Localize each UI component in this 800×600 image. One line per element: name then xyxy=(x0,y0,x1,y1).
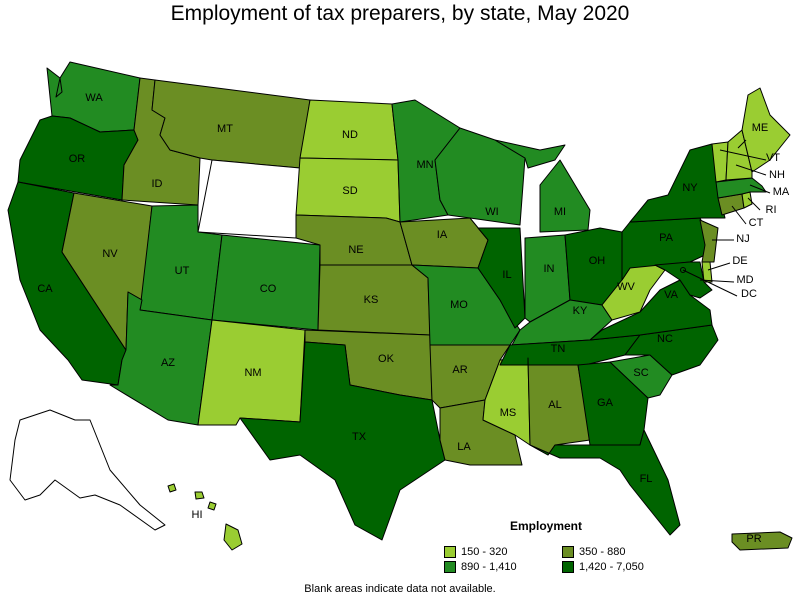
label-pa: PA xyxy=(659,232,674,244)
label-al: AL xyxy=(548,399,561,411)
label-mo: MO xyxy=(450,299,468,311)
label-hi: HI xyxy=(192,509,203,521)
legend-swatch-1 xyxy=(444,546,456,558)
state-nh xyxy=(725,129,753,181)
map-title: Employment of tax preparers, by state, M… xyxy=(170,2,630,25)
label-ut: UT xyxy=(175,265,190,277)
legend-label-3: 890 - 1,410 xyxy=(461,561,517,573)
label-il: IL xyxy=(502,269,511,281)
label-dc: DC xyxy=(741,288,757,300)
state-ak xyxy=(9,409,166,531)
legend-item-4: 1,420 - 7,050 xyxy=(562,561,644,573)
label-ma: MA xyxy=(773,186,790,198)
state-pr xyxy=(731,531,793,551)
label-sc: SC xyxy=(633,367,648,379)
state-me xyxy=(741,87,791,173)
state-hi xyxy=(167,483,243,551)
label-id: ID xyxy=(152,178,163,190)
state-tx xyxy=(239,341,446,541)
state-ny xyxy=(629,143,726,223)
state-ma xyxy=(715,177,767,199)
label-ne: NE xyxy=(348,244,363,256)
label-la: LA xyxy=(457,441,471,453)
label-nh: NH xyxy=(769,169,785,181)
label-va: VA xyxy=(664,289,679,301)
label-pr: PR xyxy=(746,533,761,545)
label-wi: WI xyxy=(485,206,498,218)
label-ga: GA xyxy=(597,397,614,409)
label-ri: RI xyxy=(766,204,777,216)
label-nm: NM xyxy=(244,367,261,379)
label-nc: NC xyxy=(657,333,673,345)
state-va xyxy=(589,279,713,341)
legend-swatch-4 xyxy=(562,561,574,573)
legend-title: Employment xyxy=(510,519,583,533)
label-or: OR xyxy=(69,153,86,165)
footnote: Blank areas indicate data not available. xyxy=(304,583,496,595)
label-ks: KS xyxy=(364,294,379,306)
state-il xyxy=(477,227,526,329)
label-wv: WV xyxy=(617,281,635,293)
label-md: MD xyxy=(736,274,753,286)
label-ca: CA xyxy=(37,283,53,295)
label-ct: CT xyxy=(749,217,764,229)
legend-item-3: 890 - 1,410 xyxy=(444,561,517,573)
label-tn: TN xyxy=(551,343,566,355)
label-co: CO xyxy=(260,283,277,295)
legend-label-1: 150 - 320 xyxy=(461,546,508,558)
legend-swatch-2 xyxy=(562,546,574,558)
label-ny: NY xyxy=(682,182,698,194)
label-tx: TX xyxy=(352,431,367,443)
legend-item-1: 150 - 320 xyxy=(444,546,507,558)
label-nv: NV xyxy=(102,248,118,260)
state-de xyxy=(701,261,713,283)
label-mt: MT xyxy=(217,123,233,135)
legend-item-2: 350 - 880 xyxy=(562,546,625,558)
legend-swatch-3 xyxy=(444,561,456,573)
label-mi: MI xyxy=(554,206,566,218)
label-de: DE xyxy=(732,255,747,267)
label-sd: SD xyxy=(342,185,357,197)
state-wy xyxy=(197,159,301,239)
label-ms: MS xyxy=(500,407,517,419)
label-fl: FL xyxy=(640,473,653,485)
label-me: ME xyxy=(752,122,769,134)
label-ok: OK xyxy=(378,353,395,365)
state-md xyxy=(654,261,713,299)
label-ar: AR xyxy=(452,364,467,376)
label-vt: VT xyxy=(766,152,780,164)
state-mi xyxy=(494,139,591,233)
label-mn: MN xyxy=(416,159,433,171)
label-wa: WA xyxy=(85,92,103,104)
label-az: AZ xyxy=(161,357,175,369)
label-nd: ND xyxy=(342,129,358,141)
state-fl xyxy=(529,429,681,536)
legend-label-4: 1,420 - 7,050 xyxy=(579,561,644,573)
label-ia: IA xyxy=(437,229,448,241)
state-sc xyxy=(609,354,673,399)
state-ia xyxy=(399,217,489,269)
state-wi xyxy=(434,127,526,226)
label-in: IN xyxy=(544,263,555,275)
legend-label-2: 350 - 880 xyxy=(579,546,626,558)
label-ky: KY xyxy=(573,305,588,317)
label-nj: NJ xyxy=(736,233,749,245)
label-oh: OH xyxy=(589,255,606,267)
